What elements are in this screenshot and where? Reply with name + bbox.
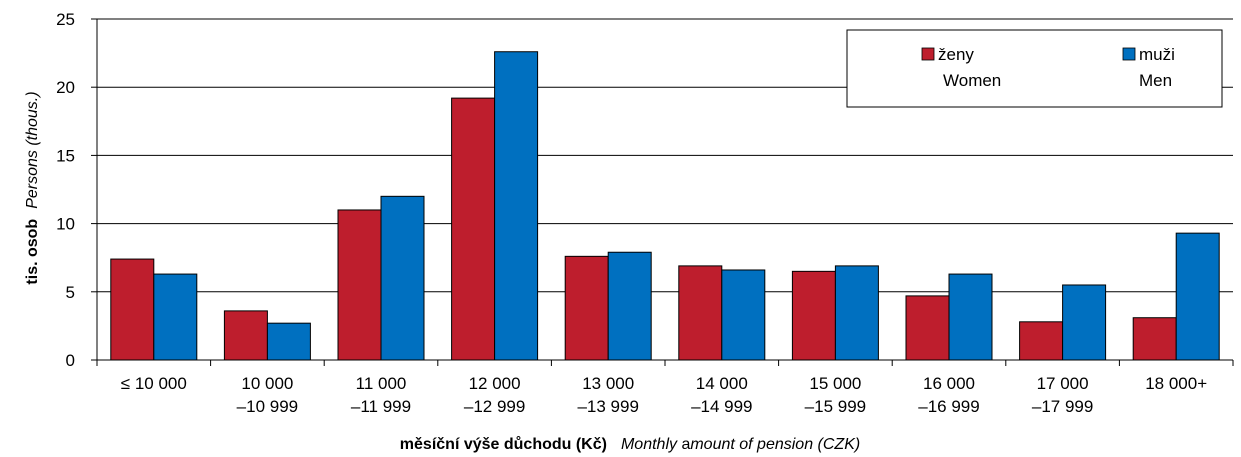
x-category-label: 14 000 — [696, 374, 748, 393]
x-category-label: 12 000 — [469, 374, 521, 393]
bar-women — [1132, 317, 1177, 361]
bar-women — [1019, 321, 1064, 361]
legend-label-women-cz: ženy — [938, 45, 974, 64]
x-category-label: 10 000 — [241, 374, 293, 393]
bar-men — [948, 273, 993, 361]
bars — [110, 51, 1220, 361]
y-tick-label: 10 — [56, 215, 75, 234]
y-tick-labels: 0 5 10 15 20 25 — [56, 10, 75, 370]
x-axis-title-italic-1: Monthly — [621, 436, 681, 453]
y-tick-label: 15 — [56, 146, 75, 165]
x-category-label: 11 000 — [356, 374, 407, 393]
y-tick-label: 25 — [56, 10, 75, 29]
x-category-label: 18 000+ — [1145, 374, 1207, 393]
legend-label-women-en: Women — [943, 71, 1001, 90]
x-category-label: –10 999 — [237, 397, 298, 416]
bar-women — [223, 310, 268, 361]
bar-men — [266, 322, 311, 361]
legend-swatch-men — [1122, 47, 1136, 61]
x-category-label: –17 999 — [1032, 397, 1093, 416]
legend-box — [846, 29, 1223, 108]
bar-men — [380, 195, 425, 361]
legend-label-men-en: Men — [1139, 71, 1172, 90]
legend-swatch-women — [921, 47, 935, 61]
y-axis-title-bold: tis. osob — [24, 219, 41, 285]
bar-men — [607, 251, 652, 361]
bar-men — [1175, 232, 1220, 361]
x-category-label: 15 000 — [809, 374, 861, 393]
bar-women — [451, 97, 496, 361]
bar-women — [110, 258, 155, 361]
x-category-label: –16 999 — [918, 397, 979, 416]
bar-women — [791, 270, 836, 361]
bar-women — [678, 265, 723, 361]
x-category-label: –12 999 — [464, 397, 525, 416]
x-category-label: ≤ 10 000 — [121, 374, 187, 393]
x-category-label: 13 000 — [582, 374, 634, 393]
x-category-label: 17 000 — [1037, 374, 1089, 393]
bar-women — [905, 295, 950, 361]
bar-men — [153, 273, 198, 361]
y-tick-label: 0 — [66, 351, 75, 370]
x-category-label: –11 999 — [351, 397, 411, 416]
x-category-label: 16 000 — [923, 374, 975, 393]
y-axis-title: tis. osob Persons (thous.) — [24, 91, 41, 284]
x-axis-title-italic-2: mount of pension (CZK) — [690, 436, 860, 453]
axes — [91, 18, 1234, 366]
y-tick-label: 20 — [56, 78, 75, 97]
bar-women — [337, 209, 382, 361]
bar-men — [494, 51, 539, 361]
x-category-label: –15 999 — [805, 397, 866, 416]
legend: ženy Women muži Men — [846, 29, 1223, 108]
x-category-label: –13 999 — [577, 397, 638, 416]
legend-label-men-cz: muži — [1139, 45, 1175, 64]
bar-women — [564, 255, 609, 361]
x-axis-title-mid: a — [681, 436, 690, 453]
bar-men — [721, 269, 766, 361]
x-category-labels: ≤ 10 000 10 000 –10 999 11 000 –11 999 12 000… — [121, 374, 1207, 416]
y-tick-label: 5 — [66, 283, 75, 302]
x-axis-title: měsíční výše důchodu (Kč) Monthly amount … — [400, 436, 860, 453]
bar-men — [834, 265, 879, 361]
x-category-label: –14 999 — [691, 397, 752, 416]
x-axis-title-bold: měsíční výše důchodu (Kč) — [400, 436, 607, 453]
bar-men — [1062, 284, 1107, 361]
y-axis-title-italic: Persons (thous.) — [24, 91, 41, 208]
